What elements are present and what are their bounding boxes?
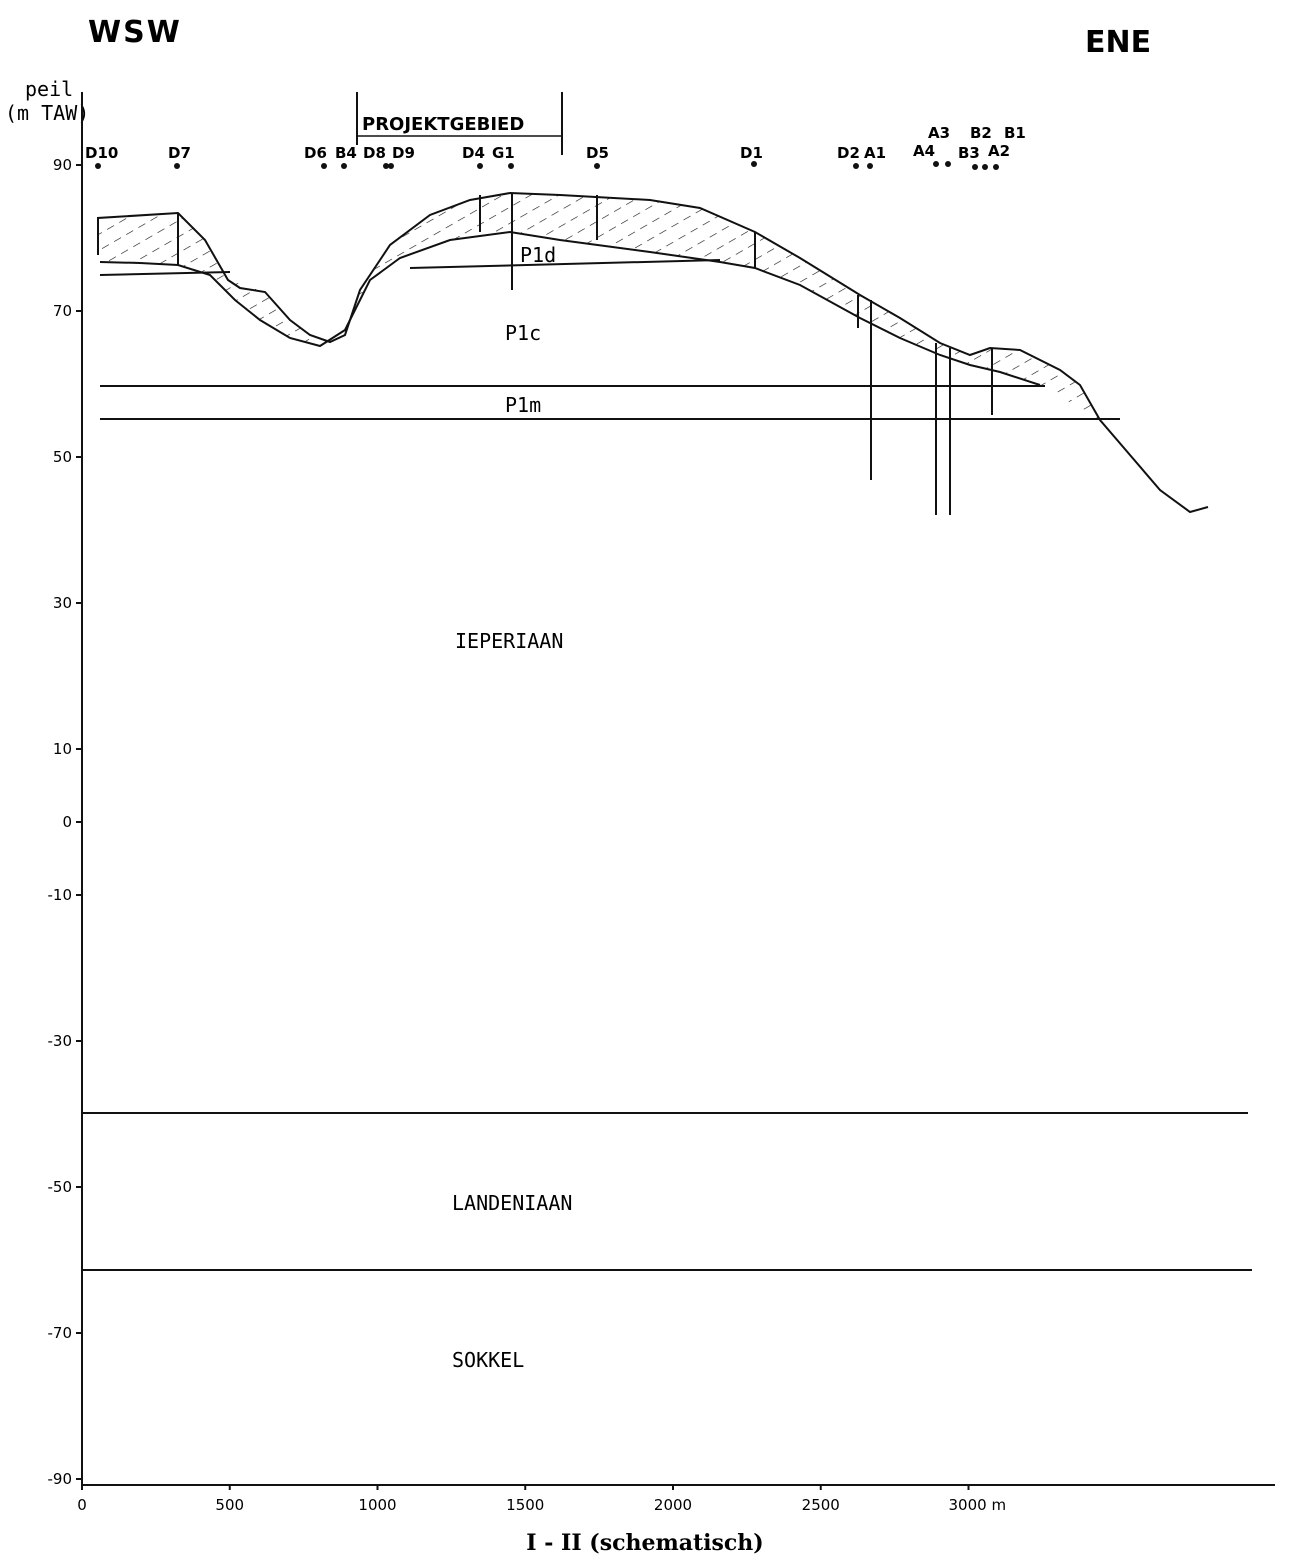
y-tick-label: 90 — [53, 156, 72, 174]
borehole: B2 — [970, 124, 992, 142]
borehole: A3 — [928, 124, 950, 142]
x-tick-label: 0 — [77, 1496, 87, 1514]
direction-right: ENE — [1085, 25, 1151, 60]
y-tick-label: -70 — [48, 1324, 73, 1342]
borehole: A1 — [864, 144, 886, 162]
borehole: D9 — [392, 144, 415, 162]
direction-left: WSW — [88, 15, 182, 50]
borehole: D4 — [462, 144, 485, 162]
borehole: D2 — [837, 144, 860, 162]
y-axis-label: (m TAW) — [5, 101, 89, 125]
borehole: B1 — [1004, 124, 1026, 142]
layer-label: IEPERIAAN — [455, 629, 563, 653]
y-tick-label: -90 — [48, 1470, 73, 1488]
y-tick-label: 10 — [53, 740, 72, 758]
layer-label: P1c — [505, 321, 541, 345]
project-area: PROJEKTGEBIED — [357, 92, 562, 155]
borehole: D1 — [740, 144, 763, 162]
borehole: G1 — [492, 144, 515, 162]
borehole-labels: D10 D7 D6 B4 D8 D9 D4 G1 D5 D1 D2 A1 A3 … — [85, 124, 1026, 162]
cover-base — [100, 232, 1040, 385]
layer-label: LANDENIAAN — [452, 1191, 572, 1215]
y-tick-label: 30 — [53, 594, 72, 612]
project-area-label: PROJEKTGEBIED — [362, 114, 524, 135]
layer-label: P1d — [520, 243, 556, 267]
borehole: D8 — [363, 144, 386, 162]
borehole-markers — [95, 161, 999, 170]
borehole: D5 — [586, 144, 609, 162]
x-tick-label: 3000 m — [949, 1496, 1007, 1514]
borehole: A4 — [913, 142, 935, 160]
y-tick-label: 50 — [53, 448, 72, 466]
cross-section: WSW ENE peil (m TAW) PROJEKTGEBIED D10 D… — [0, 0, 1291, 1565]
borehole: D10 — [85, 144, 118, 162]
y-tick-label: -10 — [48, 886, 73, 904]
borehole: D6 — [304, 144, 327, 162]
borehole: D7 — [168, 144, 191, 162]
borehole: B3 — [958, 144, 980, 162]
borehole: A2 — [988, 142, 1010, 160]
caption: I - II (schematisch) — [526, 1530, 763, 1556]
x-tick-label: 1000 — [358, 1496, 396, 1514]
y-tick-label: 0 — [62, 813, 72, 831]
y-tick-label: 70 — [53, 302, 72, 320]
layer-label: SOKKEL — [452, 1348, 524, 1372]
x-tick-label: 2000 — [654, 1496, 692, 1514]
layer-label: P1m — [505, 393, 541, 417]
y-axis-label: peil — [25, 77, 73, 101]
p1d-base — [410, 260, 720, 268]
y-tick-label: -50 — [48, 1178, 73, 1196]
borehole: B4 — [335, 144, 357, 162]
x-tick-label: 500 — [215, 1496, 244, 1514]
y-tick-label: -30 — [48, 1032, 73, 1050]
x-tick-label: 1500 — [506, 1496, 544, 1514]
x-tick-label: 2500 — [802, 1496, 840, 1514]
